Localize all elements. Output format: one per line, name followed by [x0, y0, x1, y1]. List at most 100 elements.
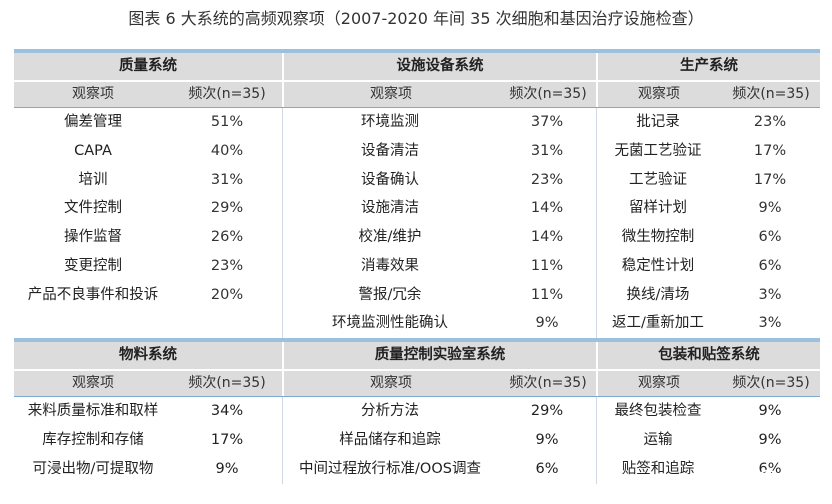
table-row: 运输 9%: [597, 426, 820, 455]
table-row: 校准/维护 14%: [283, 223, 596, 252]
observation-item: CAPA: [74, 142, 112, 159]
observation-item: 工艺验证: [629, 171, 687, 188]
page-title: 图表 6 大系统的高频观察项（2007-2020 年间 35 次细胞和基因治疗设…: [128, 9, 704, 28]
observation-item: 稳定性计划: [621, 257, 695, 274]
frequency-value: 29%: [530, 403, 564, 419]
table-row: 设备清洁 31%: [283, 137, 596, 166]
table-row: 批记录 23%: [597, 108, 820, 137]
frequency-value: 51%: [210, 114, 244, 130]
column-header-freq: 频次(n=35): [509, 86, 587, 102]
frequency-value: 23%: [210, 257, 244, 274]
facility-column: 环境监测 37% 设备清洁 31% 设备确认 23% 设施清洁 14% 校准/维护 14% 消毒效果…: [282, 108, 596, 338]
observation-item: 来料质量标准和取样: [27, 403, 159, 419]
table-row: 无菌工艺验证 17%: [597, 137, 820, 166]
frequency-value: 23%: [753, 114, 787, 130]
table-row: 警报/冗余 11%: [283, 281, 596, 310]
frequency-value: 6%: [758, 229, 782, 245]
table-row: 设施清洁 14%: [283, 194, 596, 223]
frequency-value: 17%: [210, 432, 244, 448]
materials-column: 来料质量标准和取样 34% 库存控制和存储 17% 可浸出物/可提取物 9%: [14, 397, 282, 484]
frequency-value: 20%: [210, 286, 244, 303]
observation-item: 换线/清场: [626, 286, 690, 303]
column-header-item: 观察项: [370, 375, 412, 391]
column-header-item: 观察项: [72, 375, 114, 391]
observation-item: 留样计划: [629, 200, 687, 217]
table-row: CAPA 40%: [14, 137, 282, 166]
frequency-value: 6%: [535, 461, 559, 477]
system-header-packaging: 包装和贴签系统: [596, 342, 820, 369]
observation-item: 文件控制: [64, 200, 122, 217]
table-row: 文件控制 29%: [14, 194, 282, 223]
observation-item: 设备确认: [361, 171, 419, 188]
frequency-value: 37%: [530, 114, 564, 130]
quality-column: 偏差管理 51% CAPA 40% 培训 31% 文件控制 29% 操作监督 26% 变更控制 23%…: [14, 108, 282, 338]
table-row: [14, 309, 282, 338]
table-row: 留样计划 9%: [597, 194, 820, 223]
table-row: 稳定性计划 6%: [597, 252, 820, 281]
column-header-item: 观察项: [72, 86, 114, 102]
observation-item: 运输: [643, 432, 673, 448]
section-divider-rule: [14, 338, 820, 342]
frequency-value: 9%: [758, 432, 782, 448]
frequency-value: 6%: [758, 257, 782, 274]
table-body-top: 偏差管理 51% CAPA 40% 培训 31% 文件控制 29% 操作监督 26% 变更控制 23%…: [14, 108, 820, 338]
table-body-bottom: 来料质量标准和取样 34% 库存控制和存储 17% 可浸出物/可提取物 9% 分析方法 29…: [14, 397, 820, 484]
system-header-quality: 质量系统: [119, 58, 177, 74]
frequency-value: 3%: [758, 315, 782, 332]
table-row: 环境监测 37%: [283, 108, 596, 137]
observation-item: 最终包装检查: [614, 403, 702, 419]
observation-item: 变更控制: [64, 257, 122, 274]
column-header-row-bottom: 观察项 频次(n=35) 观察项 频次(n=35) 观察项 频次(n=35): [14, 369, 820, 396]
system-header-qc-lab: 质量控制实验室系统: [282, 342, 596, 369]
frequency-value: 23%: [530, 171, 564, 188]
frequency-value: 9%: [758, 200, 782, 217]
observation-table: 质量系统 设施设备系统 生产系统 观察项 频次(n=35) 观察项 频次(n=3…: [14, 49, 820, 484]
observation-item: 分析方法: [361, 403, 419, 419]
observation-item: 设备清洁: [361, 142, 419, 159]
column-header-item: 观察项: [638, 86, 680, 102]
observation-item: 样品储存和追踪: [339, 432, 441, 448]
observation-item: 警报/冗余: [358, 286, 422, 303]
observation-item: 库存控制和存储: [42, 432, 144, 448]
watermark: 识林: [758, 466, 820, 494]
table-row: 返工/重新加工 3%: [597, 309, 820, 338]
observation-item: 偏差管理: [64, 114, 122, 130]
frequency-value: 9%: [215, 461, 239, 477]
column-header-pair: 观察项 频次(n=35): [282, 82, 596, 107]
frequency-value: 11%: [530, 286, 564, 303]
table-row: 库存控制和存储 17%: [14, 426, 282, 455]
table-row: 中间过程放行标准/OOS调查 6%: [283, 455, 596, 484]
table-row: 最终包装检查 9%: [597, 397, 820, 426]
frequency-value: 17%: [753, 171, 787, 188]
observation-item: 贴签和追踪: [621, 461, 695, 477]
watermark-text: 识林: [789, 471, 820, 490]
table-row: 样品储存和追踪 9%: [283, 426, 596, 455]
frequency-value: 9%: [535, 432, 559, 448]
table-row: 设备确认 23%: [283, 166, 596, 195]
header-rule: [14, 396, 820, 397]
observation-item: 环境监测性能确认: [332, 315, 448, 332]
system-header-production: 生产系统: [596, 53, 820, 80]
frequency-value: 14%: [530, 200, 564, 217]
frequency-value: 34%: [210, 403, 244, 419]
column-header-freq: 频次(n=35): [188, 86, 266, 102]
column-header-pair: 观察项 频次(n=35): [596, 371, 820, 396]
table-top-rule: [14, 49, 820, 53]
packaging-column: 最终包装检查 9% 运输 9% 贴签和追踪 6%: [596, 397, 820, 484]
observation-item: 操作监督: [64, 229, 122, 245]
system-header-materials: 物料系统: [119, 347, 177, 363]
observation-item: 环境监测: [361, 114, 419, 130]
column-header-row-top: 观察项 频次(n=35) 观察项 频次(n=35) 观察项 频次(n=35): [14, 80, 820, 107]
production-column: 批记录 23% 无菌工艺验证 17% 工艺验证 17% 留样计划 9% 微生物控制 6% 稳定性计划…: [596, 108, 820, 338]
column-header-item: 观察项: [370, 86, 412, 102]
table-row: 分析方法 29%: [283, 397, 596, 426]
observation-item: 设施清洁: [361, 200, 419, 217]
frequency-value: 40%: [210, 142, 244, 159]
observation-item: 无菌工艺验证: [614, 142, 702, 159]
observation-item: [14, 309, 172, 338]
table-row: 操作监督 26%: [14, 223, 282, 252]
table-row: 环境监测性能确认 9%: [283, 309, 596, 338]
observation-item: 培训: [78, 171, 108, 188]
frequency-value: 26%: [210, 229, 244, 245]
observation-item: 微生物控制: [621, 229, 695, 245]
